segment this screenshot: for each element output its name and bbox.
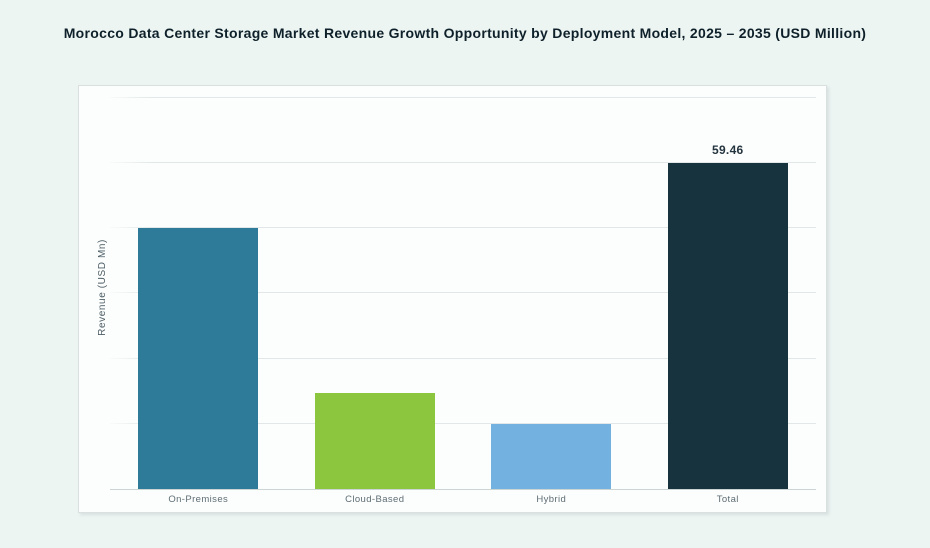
gridline [110, 96, 816, 98]
bar-slot-on-premises [110, 86, 287, 489]
gridline [110, 292, 816, 294]
bar-cloud-based [314, 392, 435, 489]
bars-layer: 59.46 [110, 86, 816, 489]
bar-slot-hybrid [463, 86, 640, 489]
gridline [110, 227, 816, 228]
bar-hybrid [491, 423, 612, 489]
chart-panel: Revenue (USD Mn) 59.46 On-Premises Cloud-… [78, 85, 827, 513]
bar-total [667, 163, 788, 489]
gridline [110, 422, 816, 424]
gridline [110, 357, 816, 359]
value-label-total: 59.46 [711, 143, 744, 157]
y-axis-label: Revenue (USD Mn) [96, 239, 108, 336]
chart-title: Morocco Data Center Storage Market Reven… [63, 25, 867, 41]
bar-on-premises [138, 228, 259, 489]
x-axis-label-total: Total [716, 494, 739, 505]
x-axis-label-cloud-based: Cloud-Based [345, 494, 405, 505]
x-axis-label-hybrid: Hybrid [536, 494, 567, 505]
gridline [110, 161, 816, 163]
bar-slot-cloud-based [287, 86, 464, 489]
x-axis-labels: On-Premises Cloud-Based Hybrid Total [110, 494, 816, 505]
bar-slot-total: 59.46 [640, 86, 817, 489]
x-axis-label-on-premises: On-Premises [168, 494, 229, 505]
plot-area: 59.46 [110, 86, 816, 490]
